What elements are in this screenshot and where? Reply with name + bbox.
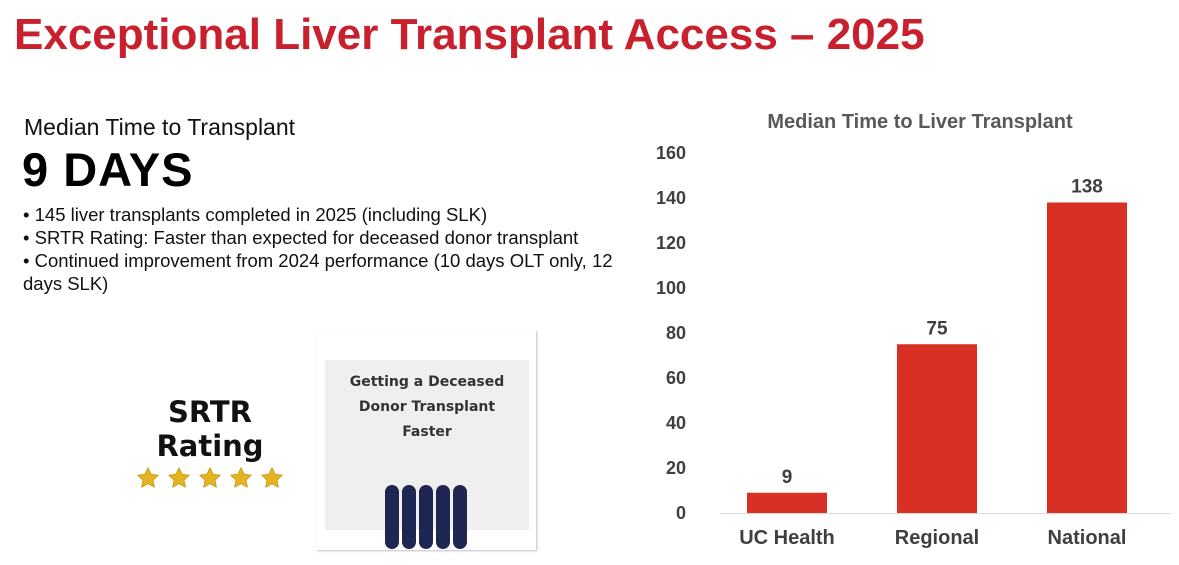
bullet-item: • 145 liver transplants completed in 202…	[23, 204, 488, 225]
srtr-speed-card-text: Getting a Deceased Donor Transplant Fast…	[325, 370, 529, 445]
star-rating	[110, 465, 310, 491]
srtr-speed-card: Getting a Deceased Donor Transplant Fast…	[316, 330, 536, 550]
star-icon	[168, 467, 190, 488]
bars-group: 9 75 138	[747, 177, 1127, 513]
bar	[1047, 202, 1127, 513]
speed-bar-icon	[385, 485, 399, 549]
srtr-speed-card-panel: Getting a Deceased Donor Transplant Fast…	[325, 360, 529, 549]
x-axis: UC Health Regional National	[739, 527, 1126, 549]
chart-title: Median Time to Liver Transplant	[767, 111, 1073, 133]
y-tick-label: 120	[656, 233, 686, 253]
speed-bar-icon	[436, 485, 450, 549]
speed-bar-icon	[402, 485, 416, 549]
bar-value-label: 138	[1071, 177, 1103, 198]
summary-bullets: • 145 liver transplants completed in 202…	[23, 203, 643, 295]
card-line: Faster	[402, 424, 452, 440]
y-tick-label: 40	[666, 413, 686, 433]
speed-bar-icon	[419, 485, 433, 549]
y-axis: 0 20 40 60 80 100 120 140 160	[656, 143, 686, 523]
star-icon	[199, 467, 221, 488]
y-tick-label: 160	[656, 143, 686, 163]
page-title: Exceptional Liver Transplant Access – 20…	[14, 10, 925, 59]
bar	[897, 344, 977, 513]
summary-headline: 9 DAYS	[22, 143, 194, 196]
y-tick-label: 100	[656, 278, 686, 298]
speed-bar-icon	[453, 485, 467, 549]
card-line: Donor Transplant	[358, 399, 496, 415]
y-tick-label: 0	[676, 503, 686, 523]
median-time-bar-chart: Median Time to Liver Transplant 0 20 40 60 8…	[656, 111, 1170, 549]
x-tick-label: UC Health	[739, 527, 835, 549]
y-tick-label: 20	[666, 458, 686, 478]
x-tick-label: Regional	[895, 527, 979, 549]
card-line: Getting a Deceased	[349, 374, 505, 390]
star-icon	[137, 467, 159, 488]
x-tick-label: National	[1048, 527, 1127, 549]
summary-subhead: Median Time to Transplant	[24, 114, 296, 140]
star-icon	[230, 467, 252, 488]
bullet-item: • Continued improvement from 2024 perfor…	[23, 250, 613, 294]
bar-value-label: 9	[782, 467, 793, 488]
bar	[747, 492, 827, 513]
srtr-rating-label: SRTR Rating	[156, 395, 264, 463]
srtr-rating-badge: SRTR Rating	[110, 395, 310, 491]
y-tick-label: 140	[656, 188, 686, 208]
star-icon	[261, 467, 283, 488]
srtr-speed-bars	[385, 485, 467, 549]
y-tick-label: 80	[666, 323, 686, 343]
bar-value-label: 75	[926, 318, 948, 339]
bullet-item: • SRTR Rating: Faster than expected for …	[23, 227, 579, 248]
y-tick-label: 60	[666, 368, 686, 388]
